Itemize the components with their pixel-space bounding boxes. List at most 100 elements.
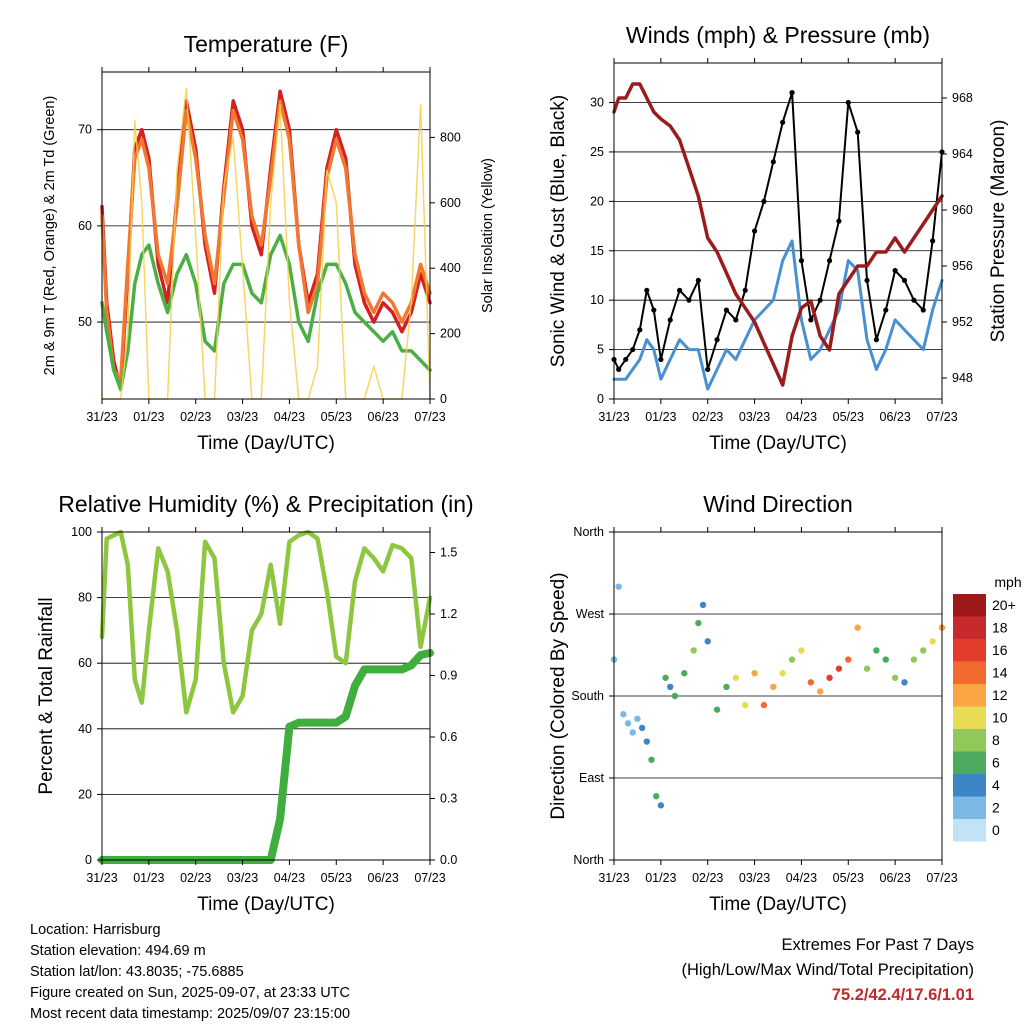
gust-point: [714, 337, 720, 343]
y2-tick-label: 800: [440, 130, 461, 144]
colorbar-label: 6: [992, 755, 1000, 771]
colorbar-swatch: [953, 706, 986, 729]
temperature-title: Temperature (F): [184, 31, 349, 57]
y-tick-label: 100: [71, 525, 92, 539]
x-tick-label: 06/23: [880, 871, 911, 885]
gust-point: [864, 277, 870, 284]
colorbar-swatch: [953, 796, 986, 819]
gust-point: [705, 366, 711, 372]
direction-point: [648, 756, 655, 763]
y-tick-label: 60: [78, 219, 92, 233]
colorbar-label: 10: [992, 710, 1008, 726]
y-tick-label: 60: [78, 656, 92, 670]
direction-point: [699, 601, 707, 609]
y2-tick-label: 600: [440, 196, 461, 210]
y-tick-label: East: [579, 771, 605, 785]
y-tick-label: 50: [78, 315, 92, 329]
x-tick-label: 06/23: [880, 410, 911, 424]
gust-point: [901, 277, 908, 284]
x-tick-label: 04/23: [786, 410, 817, 424]
x-tick-label: 02/23: [692, 871, 723, 885]
y2-tick-label: 956: [952, 259, 973, 273]
series-line-1: [613, 91, 943, 371]
direction-point: [713, 706, 721, 713]
y-tick-label: North: [573, 525, 604, 539]
x-tick-label: 05/23: [833, 871, 864, 885]
extremes-title: Extremes For Past 7 Days: [781, 936, 974, 954]
y-tick-label: North: [573, 853, 604, 867]
direction-point: [845, 656, 852, 663]
direction-point: [863, 665, 871, 672]
x-tick-label: 02/23: [180, 410, 211, 424]
y2-tick-label: 200: [440, 327, 461, 341]
gust-point: [695, 277, 701, 284]
x-tick-label: 31/23: [86, 871, 117, 885]
direction-point: [760, 701, 768, 709]
created-text: Figure created on Sun, 2025-09-07, at 23…: [30, 985, 350, 1001]
colorbar-title: mph: [994, 574, 1021, 590]
gust-point: [742, 287, 748, 293]
gust-point: [883, 307, 889, 313]
gust-point: [826, 258, 833, 264]
x-tick-label: 03/23: [739, 871, 770, 885]
gust-point: [845, 99, 851, 106]
gust-point: [873, 337, 880, 343]
gust-point: [733, 317, 739, 323]
wind-panel: Winds (mph) & Pressure (mb) 31/23 01/23 02/…: [548, 22, 1009, 454]
temperature-y2label: Solar Insolation (Yellow): [480, 158, 496, 313]
direction-xlabel: Time (Day/UTC): [709, 894, 847, 915]
direction-point: [667, 683, 674, 691]
extremes-box: Extremes For Past 7 Days (High/Low/Max W…: [681, 933, 974, 1008]
gust-point: [761, 198, 767, 204]
y2-tick-label: 960: [952, 203, 973, 217]
gust-point: [623, 356, 629, 363]
direction-title: Wind Direction: [703, 491, 853, 517]
gust-point: [751, 228, 758, 234]
y-tick-label: 0: [597, 392, 604, 406]
colorbar-swatch: [953, 819, 986, 842]
x-tick-label: 31/23: [598, 871, 629, 885]
gust-point: [789, 90, 795, 96]
y2-tick-label: 0.6: [440, 730, 457, 744]
direction-point: [662, 674, 669, 681]
x-tick-label: 05/23: [833, 410, 864, 424]
x-tick-label: 31/23: [86, 410, 117, 424]
direction-point: [910, 656, 918, 663]
gust-point: [686, 297, 692, 303]
y-tick-label: 40: [78, 722, 92, 736]
y-tick-label: 20: [78, 787, 92, 801]
direction-point: [751, 670, 758, 677]
direction-point: [826, 674, 833, 681]
gust-point: [798, 258, 805, 264]
colorbar-label: 8: [992, 732, 1000, 748]
colorbar-swatch: [953, 661, 986, 684]
temperature-panel: Temperature (F) 31/23 01/23 02/23 03/23 04/23…: [42, 31, 496, 454]
y-tick-label: 30: [590, 96, 604, 110]
direction-point: [882, 656, 889, 663]
y2-tick-label: 1.5: [440, 546, 457, 560]
direction-point: [615, 583, 622, 590]
gust-point: [930, 238, 936, 244]
y-tick-label: 0: [85, 853, 92, 867]
series-line-0: [612, 239, 944, 391]
y2-tick-label: 0.0: [440, 853, 457, 867]
direction-point: [652, 793, 660, 800]
y-tick-label: 15: [590, 244, 604, 258]
series-line-0: [100, 89, 432, 392]
series-line-3: [101, 87, 431, 400]
direction-point: [807, 679, 814, 686]
humidity-ylabel: Percent & Total Rainfall: [36, 597, 57, 794]
direction-point: [732, 674, 740, 681]
y-tick-label: 25: [590, 145, 604, 159]
x-tick-label: 07/23: [926, 871, 957, 885]
gust-point: [616, 366, 622, 372]
gust-point: [892, 267, 898, 274]
y2-tick-label: 964: [952, 147, 973, 161]
direction-point: [779, 670, 786, 677]
series-line-2: [612, 82, 944, 387]
direction-point: [624, 720, 632, 727]
humidity-title: Relative Humidity (%) & Precipitation (i…: [58, 491, 473, 517]
direction-point: [638, 724, 646, 732]
y2-tick-label: 948: [952, 371, 973, 385]
y2-tick-label: 1.2: [440, 607, 457, 621]
